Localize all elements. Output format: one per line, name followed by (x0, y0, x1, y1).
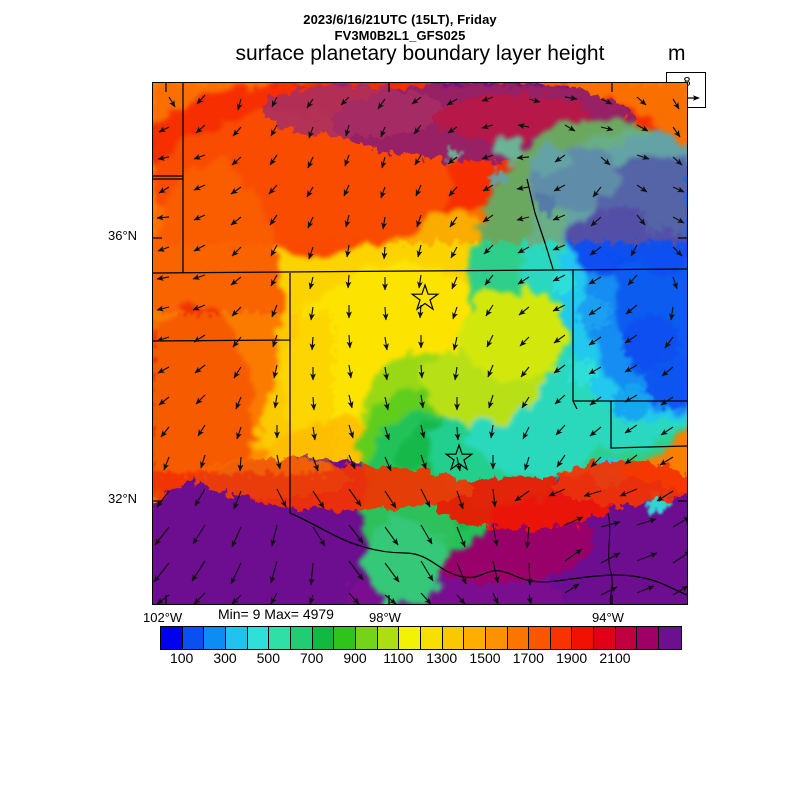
colorbar-swatch (507, 627, 530, 649)
colorbar-swatch (464, 627, 486, 649)
colorbar[interactable] (160, 626, 682, 650)
colorbar-tick: 2100 (599, 650, 631, 666)
colorbar-swatch (312, 627, 335, 649)
colorbar-swatch (182, 627, 205, 649)
colorbar-swatch (225, 627, 248, 649)
axis-ticks (153, 83, 687, 604)
page-title: surface planetary boundary layer height (235, 42, 605, 65)
colorbar-swatch (572, 627, 595, 649)
colorbar-tick: 500 (256, 650, 281, 666)
colorbar-tick: 900 (343, 650, 367, 666)
lon-tick-102w: 102°W (143, 610, 183, 625)
colorbar-tick: 700 (299, 650, 324, 666)
colorbar-tick-labels: 100 300 500 700 900 1100 1300 1500 1700 1900 2100 (160, 650, 680, 670)
lon-tick-98w: 98°W (369, 610, 401, 625)
colorbar-swatch (377, 627, 400, 649)
wind-reference-value: 8 (667, 74, 707, 89)
colorbar-tick: 100 (169, 650, 194, 666)
colorbar-tick: 1300 (426, 650, 458, 666)
map-canvas[interactable] (152, 82, 688, 605)
colorbar-swatch (637, 627, 660, 649)
lat-tick-32n: 32°N (108, 491, 138, 506)
colorbar-tick: 300 (213, 650, 237, 666)
colorbar-tick: 1900 (556, 650, 588, 666)
lon-tick-94w: 94°W (592, 610, 624, 625)
unit-label: m (668, 42, 686, 65)
city-star-north (410, 283, 440, 311)
colorbar-swatch (442, 627, 465, 649)
minmax-stats: Min= 9 Max= 4979 (218, 606, 334, 622)
city-star-south (444, 443, 474, 471)
colorbar-tick: 1700 (512, 650, 544, 666)
colorbar-swatch (485, 627, 508, 649)
model-title: FV3M0B2L1_GFS025 (334, 28, 466, 43)
timestamp-title: 2023/6/16/21UTC (15LT), Friday (303, 12, 497, 27)
colorbar-swatch (529, 627, 551, 649)
colorbar-swatch (334, 627, 356, 649)
colorbar-tick: 1500 (469, 650, 501, 666)
colorbar-swatch (247, 627, 270, 649)
colorbar-swatch (269, 627, 291, 649)
pbl-height-field (153, 83, 687, 604)
colorbar-tick: 1100 (383, 650, 414, 666)
colorbar-swatch (355, 627, 378, 649)
colorbar-swatch (550, 627, 573, 649)
wind-vectors (153, 94, 687, 604)
colorbar-swatch (420, 627, 443, 649)
colorbar-swatch (659, 627, 681, 649)
colorbar-swatch (399, 627, 421, 649)
colorbar-swatch (290, 627, 313, 649)
colorbar-swatch (204, 627, 226, 649)
colorbar-swatch (615, 627, 638, 649)
state-borders (153, 83, 687, 604)
colorbar-swatch (594, 627, 616, 649)
colorbar-swatch (161, 627, 183, 649)
lat-tick-36n: 36°N (108, 228, 138, 243)
